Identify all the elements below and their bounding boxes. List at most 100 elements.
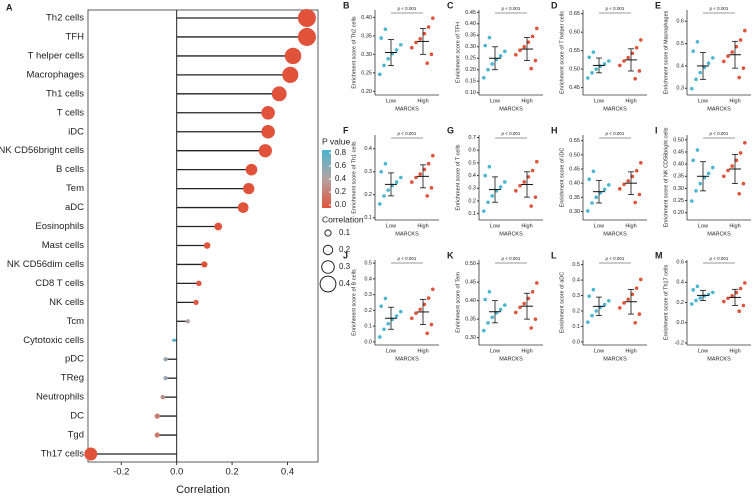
point [498, 185, 503, 189]
point [425, 331, 430, 336]
point [602, 187, 607, 192]
point [711, 290, 715, 295]
point [702, 175, 707, 180]
point [386, 188, 391, 192]
y-tick-label: 0.40 [569, 181, 580, 187]
x-tick-label: High [417, 348, 428, 354]
point [431, 153, 435, 158]
x-tick-label: Low [490, 98, 500, 104]
point [694, 77, 698, 82]
x-tick-label: 0.4 [281, 467, 294, 478]
point [741, 66, 746, 70]
point [490, 315, 495, 320]
y-tick-label: 0.35 [465, 317, 476, 323]
point [483, 43, 488, 48]
y-tick-label: 0.1 [572, 324, 580, 330]
colorbar-label: 0.6 [335, 161, 347, 170]
panel-label: E [655, 0, 661, 10]
point [482, 328, 486, 333]
annotation: p < 0.001 [398, 131, 417, 136]
x-axis-title: MARCKS [603, 356, 627, 362]
point [379, 169, 384, 174]
point [418, 172, 423, 176]
point [691, 49, 695, 53]
point [414, 40, 418, 45]
y-tick-label: 0.50 [465, 261, 476, 267]
y-tick-label: 0.35 [465, 33, 476, 39]
point [498, 307, 503, 312]
x-tick-label: High [417, 98, 428, 104]
point [633, 200, 637, 205]
y-tick-label: 0.4 [468, 173, 476, 179]
y-tick-label: 0.55 [569, 138, 580, 144]
y-tick-label: 0.30 [673, 186, 684, 192]
point [711, 165, 715, 170]
legend-title: P value [322, 136, 350, 146]
category-label: Th1 cells [46, 88, 84, 99]
y-tick-label: 0.4 [364, 146, 372, 152]
y-tick-label: 0.40 [361, 15, 372, 21]
y-tick-label: 0.35 [569, 195, 580, 201]
category-label: CD8 T cells [35, 278, 84, 289]
panel-label: D [551, 0, 558, 10]
y-tick-label: 0.45 [465, 280, 476, 286]
y-tick-label: 0.5 [468, 160, 476, 166]
point [741, 181, 746, 186]
y-tick-label: 0.30 [569, 209, 580, 215]
point [535, 26, 539, 31]
x-axis-title: MARCKS [603, 231, 627, 237]
point [410, 316, 414, 321]
y-tick-label: 0.2 [364, 192, 372, 198]
y-tick-label: 0.20 [361, 89, 372, 95]
point [590, 71, 594, 75]
point [503, 180, 507, 184]
annotation: p < 0.001 [606, 256, 625, 261]
point [626, 297, 630, 302]
y-tick-label: 0.5 [364, 261, 372, 267]
lollipop-dot [172, 338, 176, 342]
category-label: Cytotoxic cells [23, 335, 84, 346]
point [691, 158, 695, 163]
point [426, 161, 431, 166]
panel-label: C [447, 0, 454, 10]
point [382, 194, 386, 198]
x-tick-label: Low [698, 348, 708, 354]
category-label: iDC [68, 126, 84, 137]
point [429, 322, 434, 327]
point [698, 70, 702, 75]
point [378, 202, 382, 206]
point [630, 51, 635, 56]
category-label: DC [70, 411, 84, 422]
point [483, 297, 488, 302]
x-tick-label: High [729, 98, 740, 104]
x-axis-title: MARCKS [395, 106, 419, 112]
panel-label: M [655, 250, 663, 260]
point [622, 182, 626, 187]
panel-label: A [6, 2, 13, 12]
point [530, 34, 535, 39]
point [722, 299, 726, 304]
point [535, 159, 539, 164]
point [425, 61, 430, 66]
y-tick-label: 0.25 [361, 70, 372, 76]
size-legend-circle [319, 275, 337, 293]
x-tick-label: High [417, 223, 428, 229]
plot-frame [87, 9, 319, 463]
annotation: p < 0.001 [606, 131, 625, 136]
y-tick-label: -0.2 [675, 340, 684, 346]
lollipop-dot [201, 261, 208, 268]
y-axis-title: Enrichment score of T cells [455, 144, 461, 210]
y-tick-label: 0.25 [465, 56, 476, 62]
y-axis-title: Enrichment score of Macrophages [663, 10, 669, 94]
x-tick-label: Low [386, 348, 396, 354]
point [607, 183, 611, 187]
y-axis-title: Enrichment score of T helper cells [559, 11, 565, 94]
y-tick-label: 0.45 [673, 149, 684, 155]
x-tick-label: Low [594, 348, 604, 354]
category-label: Mast cells [42, 240, 84, 251]
point [586, 209, 590, 213]
y-tick-label: 0.25 [673, 198, 684, 204]
lollipop-dot [214, 222, 223, 231]
colorbar-label: 0.0 [335, 200, 347, 209]
size-legend-label: 0.3 [339, 262, 351, 271]
